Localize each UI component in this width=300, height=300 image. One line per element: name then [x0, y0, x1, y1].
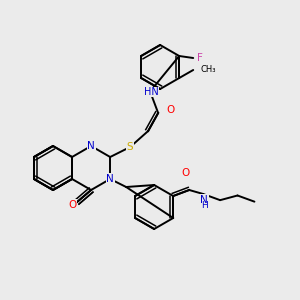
Text: N: N — [106, 174, 114, 184]
Text: O: O — [181, 168, 189, 178]
Text: N: N — [87, 141, 95, 151]
Text: O: O — [166, 105, 174, 115]
Text: HN: HN — [144, 87, 158, 97]
Text: S: S — [127, 142, 134, 152]
Text: F: F — [197, 53, 203, 63]
Text: N: N — [200, 195, 208, 205]
Text: O: O — [68, 200, 76, 210]
Text: CH₃: CH₃ — [200, 65, 216, 74]
Text: H: H — [201, 202, 208, 211]
